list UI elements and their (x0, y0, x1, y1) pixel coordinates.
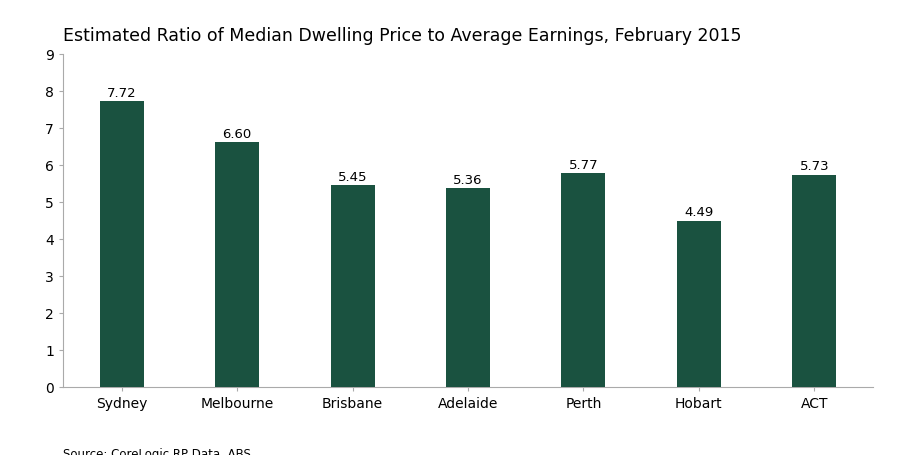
Bar (562, 174, 606, 387)
Text: 5.77: 5.77 (569, 159, 598, 172)
Text: 5.73: 5.73 (799, 160, 829, 173)
Text: Source: CoreLogic RP Data, ABS: Source: CoreLogic RP Data, ABS (63, 446, 251, 455)
Bar (792, 175, 836, 387)
Bar (330, 186, 374, 387)
Text: 7.72: 7.72 (107, 86, 137, 100)
Text: Estimated Ratio of Median Dwelling Price to Average Earnings, February 2015: Estimated Ratio of Median Dwelling Price… (63, 27, 742, 45)
Bar (677, 221, 721, 387)
Bar (446, 189, 490, 387)
Bar (100, 102, 144, 387)
Bar (215, 143, 259, 387)
Text: 5.36: 5.36 (454, 174, 482, 187)
Text: 5.45: 5.45 (338, 171, 367, 183)
Text: 6.60: 6.60 (222, 128, 252, 141)
Text: 4.49: 4.49 (684, 206, 714, 219)
